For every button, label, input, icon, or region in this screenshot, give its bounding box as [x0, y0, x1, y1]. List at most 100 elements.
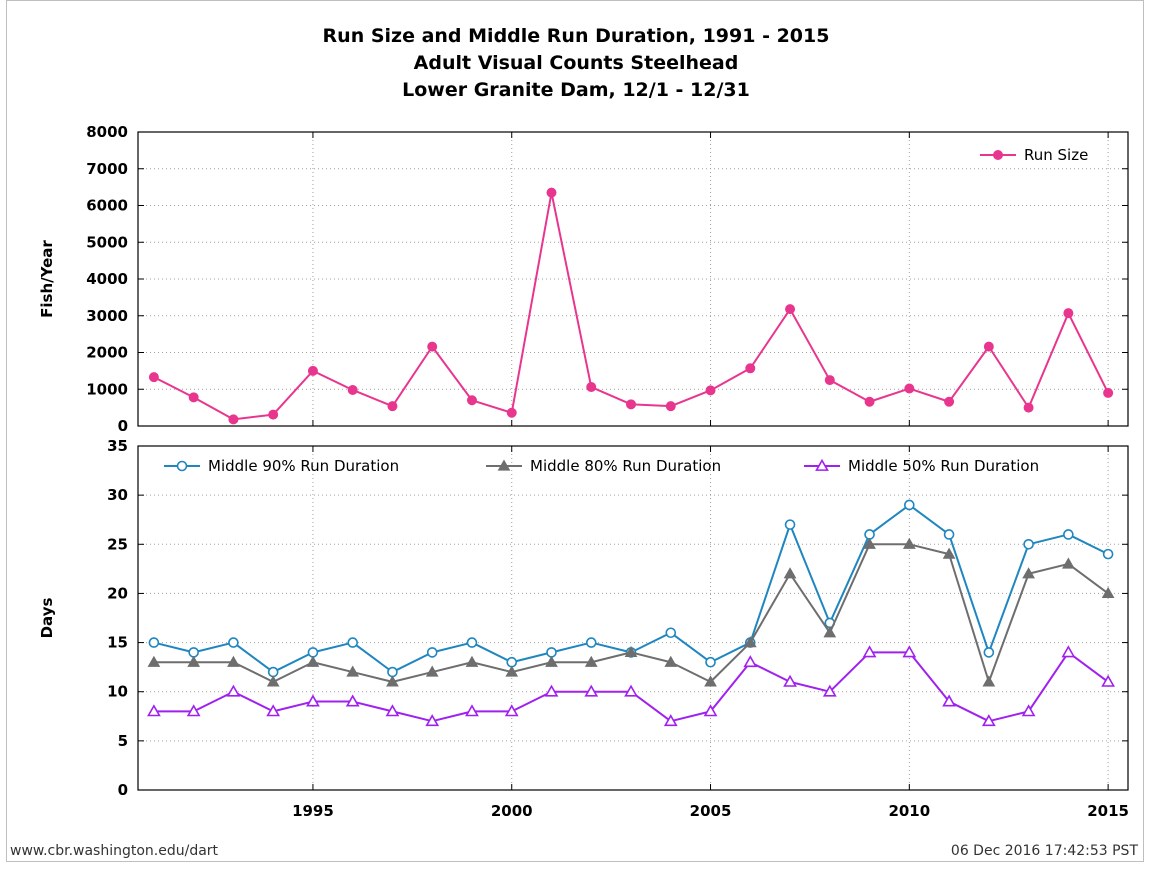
top-series-0-point	[904, 383, 915, 394]
legend-middle-90-swatch-marker	[176, 460, 188, 472]
bottom-series-1-point	[942, 547, 956, 559]
top-series-0-point	[427, 341, 438, 352]
bottom-series-2-point	[1101, 674, 1115, 687]
top-y-tick-label: 5000	[86, 233, 128, 251]
bottom-panel-grid	[138, 446, 1128, 790]
bottom-y-tick-label: 15	[107, 634, 128, 652]
legend-middle-50-swatch-marker	[815, 458, 829, 471]
bottom-series-1-point	[425, 665, 439, 677]
bottom-series-2-point	[1021, 704, 1036, 717]
top-panel-legend: Run Size	[980, 146, 1088, 164]
bottom-series-0-point	[705, 656, 716, 668]
bottom-series-1-point	[306, 655, 320, 667]
bottom-series-2-point	[504, 704, 519, 717]
footer-timestamp: 06 Dec 2016 17:42:53 PST	[951, 843, 1139, 859]
bottom-series-0-point	[864, 529, 875, 540]
top-series-0-point	[785, 304, 796, 315]
x-tick-label: 2010	[888, 802, 930, 820]
top-y-tick-label: 4000	[86, 270, 128, 288]
bottom-series-0-point	[546, 647, 557, 658]
top-series-0-point	[347, 384, 358, 395]
bottom-series-2-point	[465, 704, 479, 717]
bottom-series-0-point	[904, 499, 915, 511]
bottom-series-2-point	[663, 714, 678, 727]
bottom-series-2-point	[624, 684, 638, 697]
bottom-series-2-point	[226, 684, 241, 697]
bottom-series-2-point	[385, 704, 400, 717]
top-series-0-point	[546, 187, 557, 198]
bottom-panel-series	[147, 499, 1115, 727]
legend-middle-50-label: Middle 50% Run Duration	[848, 457, 1039, 475]
bottom-series-2-point	[862, 645, 877, 658]
bottom-series-1-point	[386, 675, 399, 687]
bottom-series-1-point	[584, 655, 598, 667]
bottom-series-0-point	[665, 627, 677, 639]
bottom-series-1-point	[783, 567, 797, 579]
bottom-series-0-point	[426, 647, 438, 658]
legend-middle-80-label: Middle 80% Run Duration	[530, 457, 721, 475]
top-series-0-point	[1103, 387, 1114, 398]
top-series-0-point	[983, 341, 994, 352]
bottom-series-0-point	[784, 519, 796, 530]
top-series-0-point	[188, 392, 199, 403]
bottom-y-tick-label: 35	[107, 437, 128, 455]
top-y-tick-label: 7000	[86, 160, 128, 178]
top-series-0-point	[745, 363, 756, 374]
bottom-series-0-point	[267, 666, 279, 678]
legend-middle-90-label: Middle 90% Run Duration	[208, 457, 399, 475]
bottom-series-0-point	[228, 637, 239, 648]
bottom-panel-ticks: 0 5 10 15 20 25 30 35 1995 2000 2005 2010 2015	[107, 437, 1129, 820]
top-series-0-point	[705, 385, 716, 396]
bottom-series-2-point	[703, 704, 718, 717]
top-series-0-point	[824, 375, 835, 386]
bottom-panel-y-axis-label: Days	[38, 598, 56, 639]
bottom-series-2-point	[822, 684, 837, 697]
top-panel-y-axis-label: Fish/Year	[38, 240, 56, 318]
bottom-series-0-point	[307, 647, 319, 658]
bottom-series-2-point	[981, 714, 996, 727]
bottom-series-1-point	[147, 655, 161, 667]
bottom-series-0-point	[1102, 548, 1114, 560]
top-series-0-point	[506, 407, 517, 418]
top-series-line-0	[153, 191, 1110, 421]
bottom-series-1-point	[1022, 567, 1035, 579]
bottom-series-2-point	[306, 694, 320, 707]
top-y-tick-label: 0	[118, 417, 128, 435]
top-series-0-point	[307, 365, 318, 376]
bottom-panel-plot-area	[137, 445, 1129, 791]
chart-title-line-1: Run Size and Middle Run Duration, 1991 -…	[323, 25, 830, 47]
bottom-series-1-point	[505, 665, 519, 677]
chart-title-line-2: Adult Visual Counts Steelhead	[414, 52, 739, 74]
bottom-series-1-point	[704, 675, 717, 687]
bottom-series-2-point	[425, 714, 440, 727]
top-series-0-point	[586, 382, 597, 393]
top-series-0-point	[864, 396, 875, 407]
x-tick-label: 2005	[690, 802, 732, 820]
bottom-series-2-point	[266, 704, 281, 717]
bottom-series-1-point	[1101, 586, 1115, 599]
bottom-series-2-point	[743, 655, 758, 668]
bottom-series-1-point	[982, 675, 996, 687]
bottom-series-1-point	[823, 626, 837, 638]
top-y-tick-label: 1000	[86, 380, 128, 398]
top-y-tick-label: 2000	[86, 344, 128, 362]
bottom-series-1-point	[187, 655, 201, 667]
x-tick-label: 2000	[491, 802, 533, 820]
bottom-series-0-point	[943, 529, 955, 540]
bottom-series-2-point	[942, 694, 956, 707]
top-y-tick-label: 6000	[86, 197, 128, 215]
top-series-0-point	[1023, 402, 1034, 413]
top-y-tick-label: 8000	[86, 123, 128, 141]
bottom-series-1-point	[743, 636, 757, 648]
bottom-series-0-point	[148, 637, 160, 648]
bottom-series-1-point	[465, 655, 479, 667]
bottom-series-1-point	[346, 665, 360, 677]
legend-run-size-swatch-marker	[993, 150, 1003, 160]
bottom-y-tick-label: 0	[118, 781, 128, 799]
bottom-y-tick-label: 5	[118, 732, 128, 750]
top-series-0-point	[466, 395, 477, 406]
bottom-series-1-point	[902, 537, 916, 549]
bottom-series-0-point	[347, 637, 358, 648]
bottom-series-1-point	[1061, 557, 1075, 569]
